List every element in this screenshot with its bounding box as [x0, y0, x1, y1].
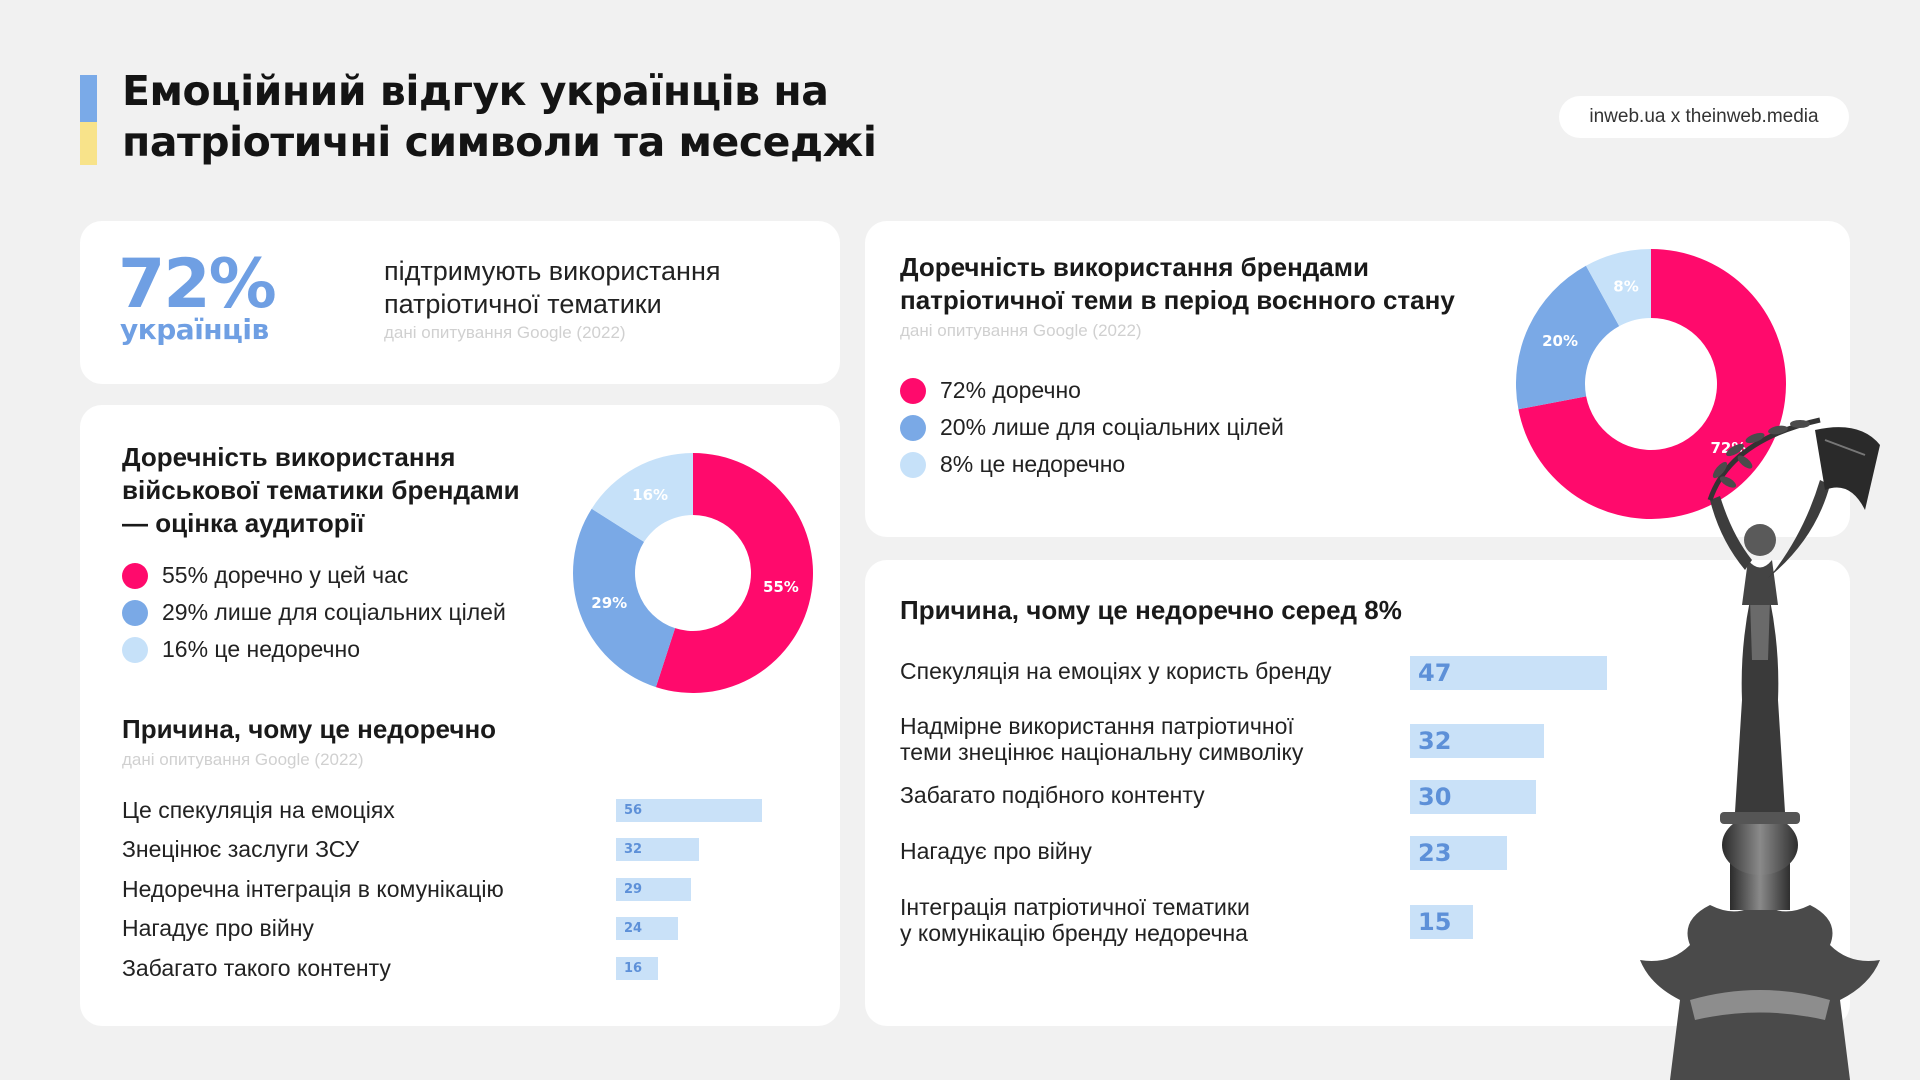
military-donut-slice: [591, 453, 693, 542]
military-donut-label: 29%: [591, 594, 627, 612]
military-card-title-line1: Доречність використання: [122, 442, 456, 472]
military-legend-swatch: [122, 637, 148, 663]
military-reasons-bar-category: Забагато такого контенту: [122, 955, 391, 981]
appropriateness-card: Доречність використання брендами патріот…: [865, 221, 1850, 537]
appropriate-donut-slice: [1516, 265, 1620, 410]
military-legend-label: 55% доречно у цей час: [162, 562, 409, 588]
page-title: Емоційний відгук українців на патріотичн…: [122, 66, 877, 168]
appropriateness-card-title: Доречність використання брендами патріот…: [900, 251, 1455, 317]
reasons-8-bar-value: 32: [1418, 727, 1452, 755]
military-reasons-bar-category: Недоречна інтеграція в комунікацію: [122, 876, 504, 902]
stat-card: 72% українців підтримують використання п…: [80, 221, 840, 384]
military-reasons-source: дані опитування Google (2022): [122, 750, 364, 769]
independence-monument-illustration: [1640, 417, 1880, 1080]
reasons-8-bar-value: 15: [1418, 908, 1452, 936]
stat-subject: українців: [120, 313, 269, 346]
military-reasons-bar-chart: Це спекуляція на емоціях 56 Знецінює заслу…: [122, 793, 822, 1013]
military-donut-slice: [655, 453, 813, 693]
reasons-8-bar-category: Нагадує про війну: [900, 838, 1092, 864]
appropriate-legend-swatch: [900, 415, 926, 441]
appropriate-donut-slice: [1585, 249, 1651, 327]
page-title-line1: Емоційний відгук українців на: [122, 67, 829, 115]
reasons-8-bar-value: 47: [1418, 659, 1452, 687]
reasons-8-bar-category: Інтеграція патріотичної тематики у комуні…: [900, 894, 1250, 946]
military-topic-card: Доречність використання військової темат…: [80, 405, 840, 1026]
military-reasons-bar-value: 56: [624, 803, 643, 818]
appropriate-legend-label: 20% лише для соціальних цілей: [940, 414, 1284, 440]
flag-yellow-stripe: [80, 122, 97, 165]
reasons-8-bar-category: Надмірне використання патріотичної теми з…: [900, 713, 1304, 765]
appropriateness-source-note: дані опитування Google (2022): [900, 321, 1142, 340]
military-reasons-bar: 56: [616, 799, 762, 822]
military-legend-label: 16% це недоречно: [162, 636, 361, 662]
military-donut-legend: 55% доречно у цей час 29% лише для соціал…: [122, 562, 506, 673]
military-legend-item: 16% це недоречно: [122, 636, 506, 663]
military-reasons-bar-category: Нагадує про війну: [122, 915, 314, 941]
military-donut-label: 55%: [763, 578, 799, 596]
military-donut-label: 16%: [632, 486, 668, 504]
military-reasons-bar: 32: [616, 838, 700, 861]
military-legend-label: 29% лише для соціальних цілей: [162, 599, 506, 625]
appropriate-legend-item: 8% це недоречно: [900, 451, 1284, 478]
military-legend-swatch: [122, 600, 148, 626]
appropriateness-card-title-line1: Доречність використання брендами: [900, 252, 1369, 282]
source-badge: inweb.ua x theinweb.media: [1559, 96, 1849, 138]
military-donut-chart: 55% 29% 16%: [573, 453, 813, 693]
reasons-8-percent-card: Причина, чому це недоречно серед 8% Спек…: [865, 560, 1850, 1026]
appropriate-legend-label: 8% це недоречно: [940, 451, 1126, 477]
reasons-8-bar: 32: [1410, 724, 1545, 758]
stat-percent: 72%: [118, 245, 277, 324]
page-title-line2: патріотичні символи та меседжі: [122, 118, 877, 166]
reasons-8-bar: 23: [1410, 836, 1507, 870]
military-reasons-bar-value: 32: [624, 842, 643, 857]
reasons-8-bar-chart: Спекуляція на емоціях у користь бренду 47…: [900, 656, 1800, 998]
reasons-8-bar-value: 30: [1418, 783, 1452, 811]
military-card-title-line2: військової тематики брендами: [122, 475, 520, 505]
military-card-title: Доречність використання військової темат…: [122, 441, 520, 540]
reasons-8-bar-category: Забагато подібного контенту: [900, 782, 1205, 808]
military-legend-item: 55% доречно у цей час: [122, 562, 506, 589]
military-legend-item: 29% лише для соціальних цілей: [122, 599, 506, 626]
military-reasons-bar: 29: [616, 878, 692, 901]
appropriateness-card-title-line2: патріотичної теми в період воєнного стан…: [900, 285, 1455, 315]
stat-source-note: дані опитування Google (2022): [384, 323, 626, 342]
reasons-8-bar: 15: [1410, 905, 1473, 939]
reasons-8-bar-category: Спекуляція на емоціях у користь бренду: [900, 658, 1332, 684]
appropriateness-donut-chart: 72%20%8%: [1516, 249, 1786, 519]
appropriate-legend-item: 72% доречно: [900, 377, 1284, 404]
appropriateness-donut-legend: 72% доречно 20% лише для соціальних цілей…: [900, 377, 1284, 488]
military-reasons-bar-value: 24: [624, 921, 643, 936]
military-card-title-line3: — оцінка аудиторії: [122, 508, 365, 538]
appropriate-legend-item: 20% лише для соціальних цілей: [900, 414, 1284, 441]
appropriate-donut-label: 8%: [1613, 278, 1638, 296]
military-legend-swatch: [122, 563, 148, 589]
stat-description-line1: підтримують використання: [384, 256, 721, 286]
reasons-8-bar-value: 23: [1418, 839, 1452, 867]
military-reasons-bar-category: Знецінює заслуги ЗСУ: [122, 836, 360, 862]
appropriate-legend-label: 72% доречно: [940, 377, 1081, 403]
military-reasons-bar: 16: [616, 957, 658, 980]
appropriate-donut-label: 20%: [1542, 332, 1578, 350]
appropriate-legend-swatch: [900, 452, 926, 478]
reasons-8-bar: 47: [1410, 656, 1608, 690]
reasons-8-title: Причина, чому це недоречно серед 8%: [900, 595, 1402, 625]
reasons-8-bar: 30: [1410, 780, 1536, 814]
stat-description-line2: патріотичної тематики: [384, 289, 662, 319]
military-reasons-bar-value: 16: [624, 961, 643, 976]
stat-description: підтримують використання патріотичної те…: [384, 255, 720, 321]
military-donut-slice: [573, 508, 676, 688]
ukraine-flag-mark: [80, 75, 97, 165]
military-reasons-bar-value: 29: [624, 882, 643, 897]
military-reasons-title: Причина, чому це недоречно: [122, 714, 497, 744]
military-reasons-bar: 24: [616, 917, 679, 940]
flag-blue-stripe: [80, 75, 97, 122]
military-reasons-bar-category: Це спекуляція на емоціях: [122, 797, 395, 823]
appropriate-legend-swatch: [900, 378, 926, 404]
appropriate-donut-slice: [1518, 249, 1786, 519]
